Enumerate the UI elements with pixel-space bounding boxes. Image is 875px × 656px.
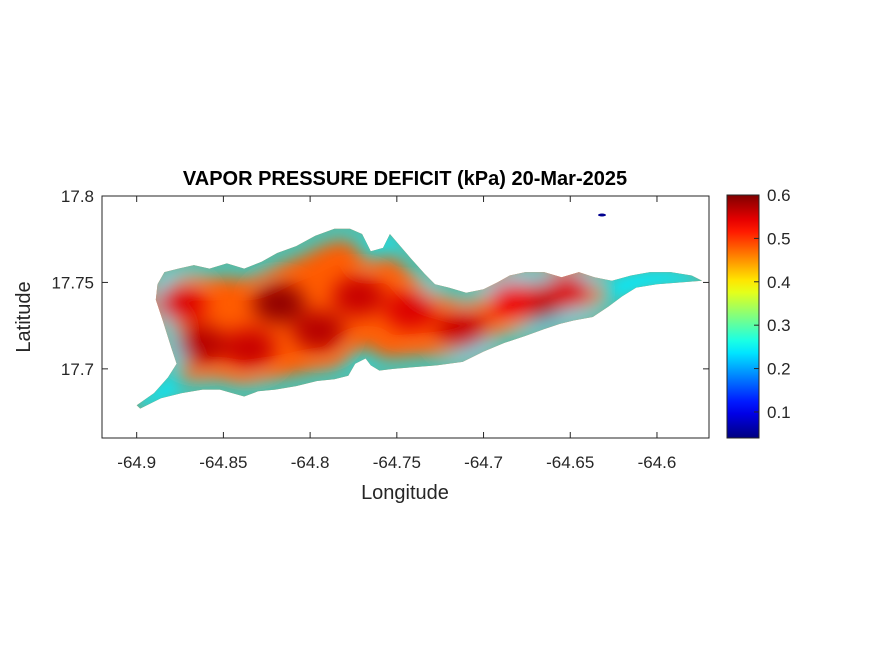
x-tick-label: -64.65 [546, 453, 594, 472]
x-tick-label: -64.75 [373, 453, 421, 472]
hot-spot [384, 290, 437, 331]
x-tick-label: -64.9 [117, 453, 156, 472]
colorbar-tick-label: 0.5 [767, 229, 791, 248]
hot-spot [292, 310, 345, 351]
colorbar-tick-label: 0.1 [767, 403, 791, 422]
colorbar-ticks: 0.1 0.2 0.3 0.4 0.5 0.6 [754, 186, 791, 422]
hot-spot [154, 283, 207, 324]
y-tick-label: 17.8 [61, 187, 94, 206]
x-tick-label: -64.6 [638, 453, 677, 472]
colorbar-tick-label: 0.4 [767, 273, 791, 292]
x-axis: -64.9 -64.85 -64.8 -64.75 -64.7 -64.65 -64.6 [117, 196, 676, 472]
colorbar-tick-label: 0.2 [767, 360, 791, 379]
colorbar-tick-label: 0.6 [767, 186, 791, 205]
hot-spot [436, 310, 489, 351]
hot-spot [174, 324, 227, 365]
chart-title: VAPOR PRESSURE DEFICIT (kPa) 20-Mar-2025 [183, 168, 627, 190]
x-axis-label: Longitude [361, 482, 449, 504]
hot-spot [332, 276, 385, 317]
x-tick-label: -64.8 [291, 453, 330, 472]
hot-spot [252, 283, 305, 324]
hot-spot [487, 279, 540, 320]
colorbar [726, 194, 760, 439]
offshore-islet [598, 213, 606, 217]
colorbar-tick-label: 0.3 [767, 316, 791, 335]
y-axis: 17.7 17.75 17.8 [51, 187, 709, 379]
x-tick-label: -64.7 [464, 453, 503, 472]
y-axis-label: Latitude [13, 281, 35, 352]
hot-spot [223, 328, 276, 369]
y-tick-label: 17.75 [51, 273, 94, 292]
y-tick-label: 17.7 [61, 360, 94, 379]
hot-spot [540, 271, 593, 312]
x-tick-label: -64.85 [199, 453, 247, 472]
